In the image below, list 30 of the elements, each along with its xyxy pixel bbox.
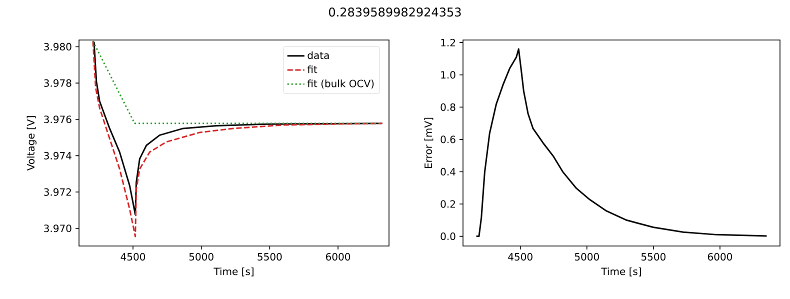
x-tick-label: 5500: [258, 253, 282, 261]
legend-label: fit: [307, 65, 318, 74]
y-tick-label: 3.976: [44, 116, 72, 124]
x-tick-label: 6000: [326, 253, 350, 261]
line-series: [476, 48, 768, 238]
x-axis-title: Time [s]: [601, 267, 641, 276]
y-tick-label: 0.2: [440, 200, 455, 208]
y-tick-label: 3.978: [44, 79, 72, 87]
x-axis-title: Time [s]: [214, 267, 254, 276]
y-tick-label: 0.6: [440, 136, 456, 144]
y-tick-label: 3.980: [44, 42, 72, 50]
x-tick-label: 4500: [508, 253, 532, 261]
legend-label: data: [308, 51, 329, 60]
x-tick-label: 5000: [189, 253, 214, 261]
y-tick-label: 0.0: [440, 232, 456, 240]
y-tick-label: 0.8: [440, 103, 456, 111]
y-tick-label: 1.0: [441, 71, 456, 79]
legend-label: fit (bulk OCV): [307, 80, 374, 88]
x-tick-label: 4500: [120, 253, 146, 261]
y-tick-label: 3.974: [44, 152, 72, 160]
y-axis-title: Voltage [V]: [26, 116, 36, 171]
y-tick-label: 3.970: [44, 224, 72, 232]
x-tick-label: 6000: [708, 253, 732, 261]
x-tick-label: 5500: [641, 253, 666, 261]
y-tick-label: 3.972: [44, 188, 71, 196]
y-tick-label: 1.2: [441, 38, 455, 46]
y-axis-title: Error [mV]: [424, 118, 434, 168]
chart-title: 0.2839589982924353: [328, 8, 461, 17]
x-tick-label: 5000: [574, 253, 599, 261]
y-tick-label: 0.4: [440, 168, 456, 176]
